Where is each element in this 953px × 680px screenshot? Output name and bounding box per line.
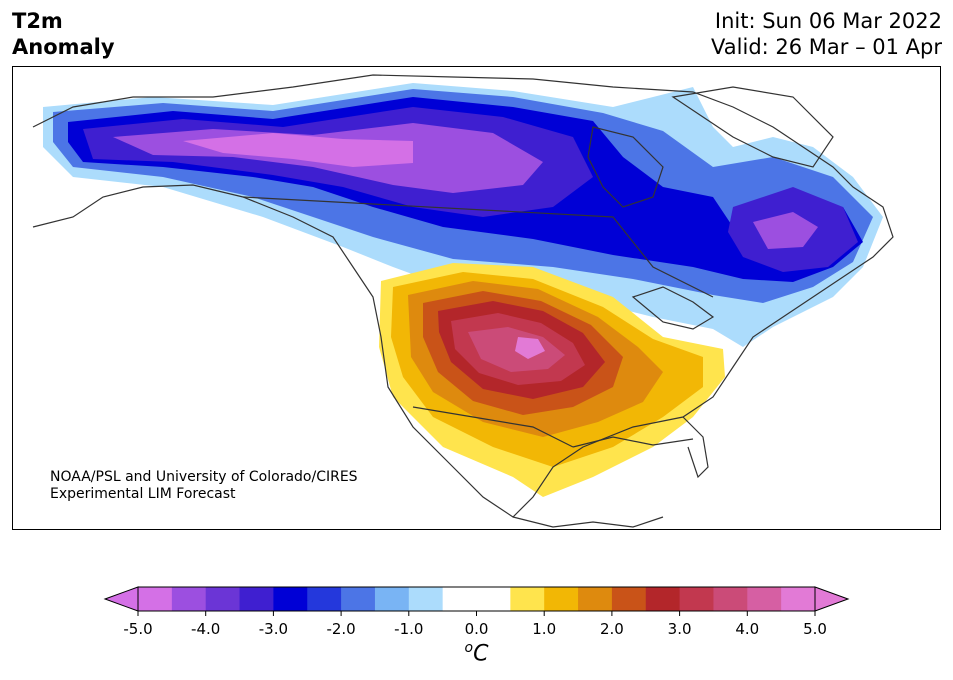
credit-line-2: Experimental LIM Forecast: [50, 486, 236, 502]
colorbar-tick-label: 3.0: [668, 620, 692, 638]
colorbar-unit-label: oC: [0, 640, 953, 666]
colorbar-box: [239, 587, 274, 611]
map-title: T2m Anomaly: [12, 8, 115, 60]
colorbar: -5.0 -4.0 -3.0 -2.0 -1.0 0.0 1.0 2.0 3.0 4.0 5.0: [103, 586, 850, 638]
colorbar-tick-label: 1.0: [532, 620, 556, 638]
colorbar-box: [205, 587, 241, 611]
colorbar-tick-label: -2.0: [326, 620, 355, 638]
colorbar-tick-label: 0.0: [465, 620, 489, 638]
border-us-mexico: [412, 406, 574, 448]
unit-letter: C: [473, 641, 489, 667]
colorbar-extend-low: [103, 586, 139, 612]
colorbar-box: [679, 587, 714, 611]
warm-extreme: [515, 337, 545, 359]
colorbar-box: [138, 587, 173, 611]
colorbar-box: [171, 587, 207, 611]
title-line-2: Anomaly: [12, 35, 115, 59]
forecast-dates: Init: Sun 06 Mar 2022 Valid: 26 Mar – 01…: [711, 8, 942, 60]
colorbar-boxes: [138, 587, 816, 611]
great-lakes: [631, 286, 715, 330]
gulf-coast: [572, 436, 694, 448]
colorbar-tick-label: -5.0: [123, 620, 152, 638]
greenland: [671, 86, 834, 168]
colorbar-box: [476, 587, 511, 611]
east-cold-core: [753, 212, 818, 249]
colorbar-box: [781, 587, 816, 611]
colorbar-box: [273, 587, 308, 611]
colorbar-box: [374, 587, 410, 611]
central-america: [512, 516, 664, 528]
valid-range: Valid: 26 Mar – 01 Apr: [711, 35, 942, 59]
colorbar-tick-label: 4.0: [735, 620, 759, 638]
colorbar-box: [713, 587, 748, 611]
colorbar-box: [510, 587, 545, 611]
coastline-north-america: [32, 74, 894, 518]
colorbar-tick-label: 5.0: [803, 620, 827, 638]
colorbar-extend-high: [814, 586, 850, 612]
cold-anomaly-region: [43, 83, 883, 347]
continent-outlines: [32, 74, 894, 528]
anomaly-map-canvas: [32, 74, 894, 528]
colorbar-tick-label: -3.0: [259, 620, 288, 638]
warm-anomaly-region: [379, 263, 725, 497]
colorbar-box: [611, 587, 647, 611]
unit-superscript: o: [464, 640, 474, 656]
init-date: Init: Sun 06 Mar 2022: [714, 9, 942, 33]
title-line-1: T2m: [12, 9, 63, 33]
anomaly-map: NOAA/PSL and University of Colorado/CIRE…: [12, 66, 941, 530]
border-us-canada: [242, 196, 714, 298]
colorbar-box: [442, 587, 477, 611]
colorbar-tick-label: 2.0: [600, 620, 624, 638]
colorbar-box: [408, 587, 444, 611]
cold-extreme-core: [183, 133, 413, 167]
colorbar-box: [578, 587, 613, 611]
colorbar-box: [645, 587, 681, 611]
colorbar-tick-label: -1.0: [394, 620, 423, 638]
colorbar-box: [341, 587, 376, 611]
credit-line-1: NOAA/PSL and University of Colorado/CIRE…: [50, 469, 358, 485]
colorbar-tick-label: -4.0: [191, 620, 220, 638]
colorbar-box: [307, 587, 342, 611]
colorbar-box: [747, 587, 782, 611]
colorbar-ticks: -5.0 -4.0 -3.0 -2.0 -1.0 0.0 1.0 2.0 3.0 4.0 5.0: [123, 611, 827, 638]
colorbar-box: [544, 587, 579, 611]
florida: [682, 416, 709, 479]
hudson-bay: [587, 126, 664, 208]
